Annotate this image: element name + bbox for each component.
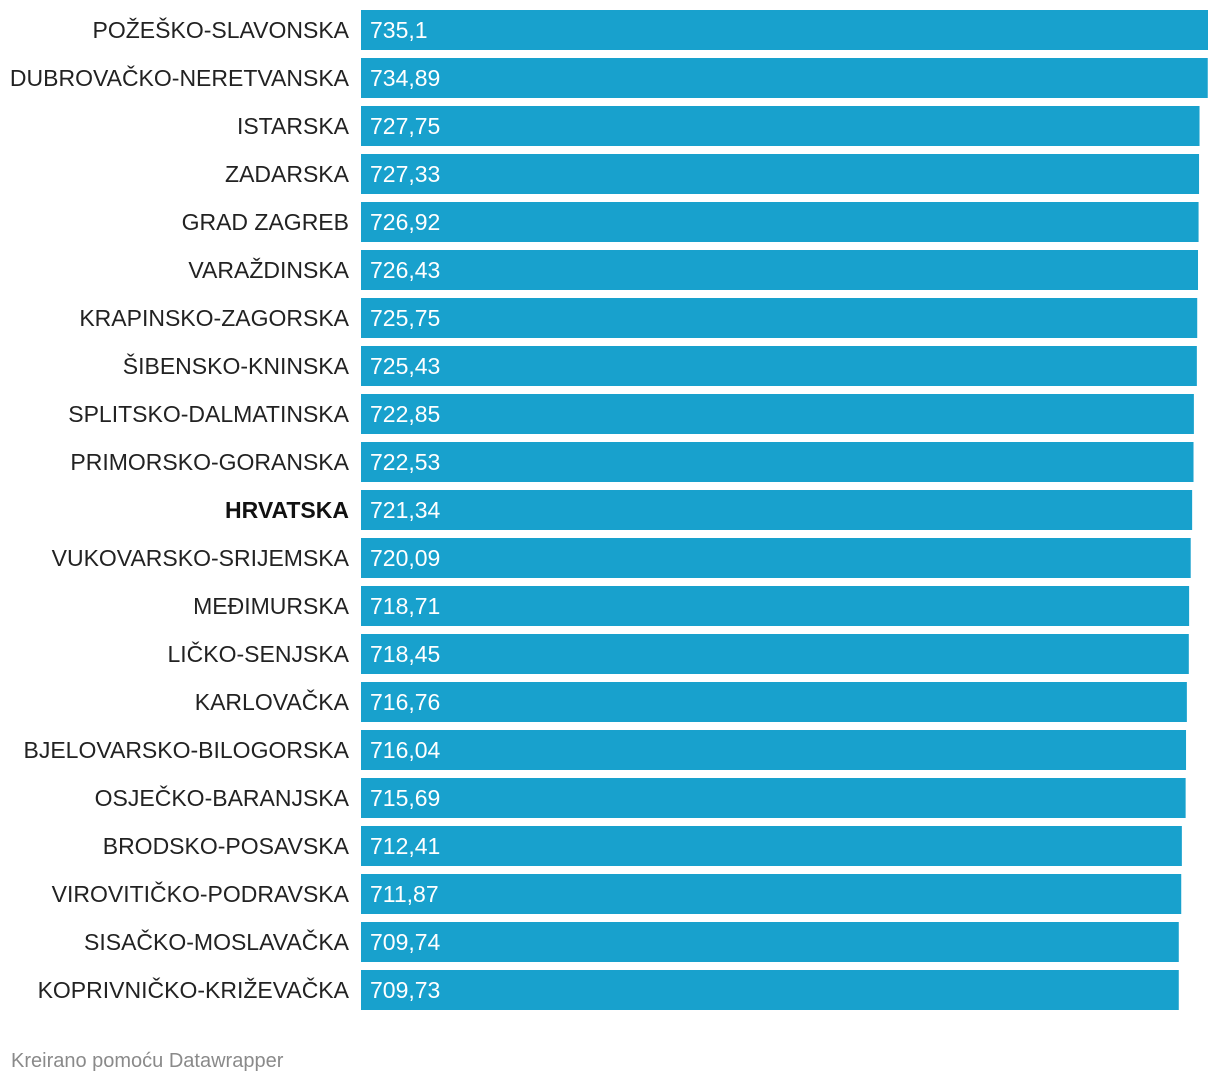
category-label: PRIMORSKO-GORANSKA [70,449,349,475]
category-label: KARLOVAČKA [195,688,350,715]
category-label: SISAČKO-MOSLAVAČKA [84,928,350,955]
bar[interactable] [361,394,1194,434]
bar[interactable] [361,538,1191,578]
bar[interactable] [361,346,1197,386]
value-label: 716,76 [370,689,440,715]
category-label: SPLITSKO-DALMATINSKA [68,401,349,427]
bar[interactable] [361,682,1187,722]
value-label: 722,53 [370,449,440,475]
bar[interactable] [361,10,1208,50]
value-label: 712,41 [370,833,440,859]
value-label: 725,75 [370,305,440,331]
category-label: MEĐIMURSKA [193,593,350,619]
bar[interactable] [361,634,1189,674]
value-label: 720,09 [370,545,440,571]
bar[interactable] [361,586,1190,626]
value-label: 725,43 [370,353,440,379]
category-label: GRAD ZAGREB [182,209,349,235]
category-label: ŠIBENSKO-KNINSKA [123,352,350,379]
bar[interactable] [361,106,1200,146]
bar-chart: POŽEŠKO-SLAVONSKA 735,1 DUBROVAČKO-NERETVA… [10,10,1208,1010]
value-label: 734,89 [370,65,440,91]
value-label: 726,43 [370,257,440,283]
value-label: 709,74 [370,929,441,955]
category-label: BJELOVARSKO-BILOGORSKA [23,737,349,763]
value-label: 711,87 [370,881,439,907]
bar[interactable] [361,970,1179,1010]
bar[interactable] [361,874,1182,914]
bar[interactable] [361,154,1200,194]
bar[interactable] [361,826,1182,866]
category-label: VARAŽDINSKA [188,257,349,283]
value-label: 716,04 [370,737,441,763]
category-label: DUBROVAČKO-NERETVANSKA [10,64,350,91]
bar[interactable] [361,202,1199,242]
category-label: LIČKO-SENJSKA [168,640,350,667]
bar[interactable] [361,442,1194,482]
category-label: OSJEČKO-BARANJSKA [95,784,350,811]
bar[interactable] [361,58,1208,98]
category-label: HRVATSKA [225,497,349,523]
bar[interactable] [361,922,1179,962]
value-label: 722,85 [370,401,440,427]
value-label: 721,34 [370,497,441,523]
category-label: KOPRIVNIČKO-KRIŽEVAČKA [38,976,350,1003]
bar[interactable] [361,778,1186,818]
value-label: 726,92 [370,209,440,235]
category-label: BRODSKO-POSAVSKA [103,833,350,859]
value-label: 709,73 [370,977,440,1003]
category-label: POŽEŠKO-SLAVONSKA [93,16,350,43]
category-label: VUKOVARSKO-SRIJEMSKA [52,545,350,571]
value-label: 715,69 [370,785,440,811]
bar[interactable] [361,298,1198,338]
category-label: ISTARSKA [237,113,350,139]
value-label: 735,1 [370,17,428,43]
category-label: KRAPINSKO-ZAGORSKA [79,305,349,331]
bar[interactable] [361,490,1193,530]
category-label: VIROVITIČKO-PODRAVSKA [52,880,350,907]
credit-line[interactable]: Kreirano pomoću Datawrapper [11,1050,284,1072]
bar[interactable] [361,730,1187,770]
category-label: ZADARSKA [225,161,350,187]
value-label: 718,71 [370,593,440,619]
value-label: 718,45 [370,641,440,667]
bar[interactable] [361,250,1199,290]
value-label: 727,33 [370,161,440,187]
value-label: 727,75 [370,113,440,139]
